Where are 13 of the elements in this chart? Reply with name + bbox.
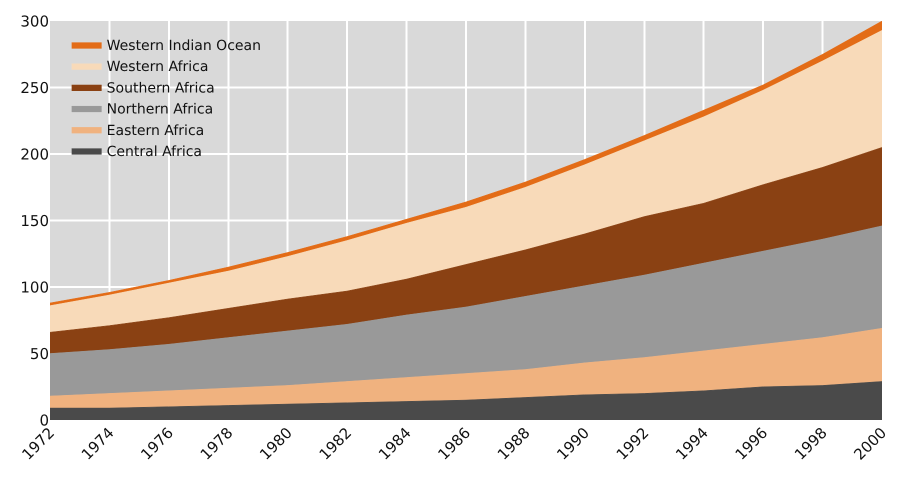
legend-label: Western Africa: [106, 59, 208, 76]
y-tick-label: 300: [20, 12, 49, 30]
y-tick-label: 150: [20, 212, 49, 230]
legend-label: Southern Africa: [106, 80, 215, 96]
legend-label: Northern Africa: [106, 102, 214, 118]
y-tick-label: 50: [30, 344, 49, 363]
y-tick-label: 200: [20, 145, 49, 164]
legend-label: Western Indian Ocean: [106, 38, 261, 54]
legend-label: Eastern Africa: [106, 122, 204, 139]
legend-label: Central Africa: [106, 144, 202, 160]
y-tick-label: 250: [20, 78, 49, 97]
y-tick-label: 100: [20, 278, 49, 296]
y-tick-label: 0: [39, 411, 49, 430]
